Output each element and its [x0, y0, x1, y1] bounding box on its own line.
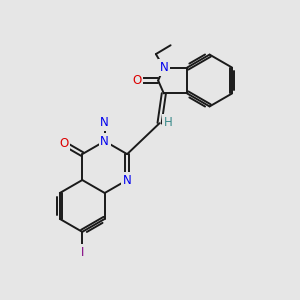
Text: O: O	[132, 74, 142, 87]
Text: N: N	[100, 135, 109, 148]
Text: N: N	[160, 61, 168, 74]
Text: N: N	[100, 116, 109, 129]
Text: O: O	[59, 137, 68, 150]
Text: I: I	[81, 246, 84, 259]
Text: H: H	[164, 116, 172, 129]
Text: N: N	[123, 173, 131, 187]
